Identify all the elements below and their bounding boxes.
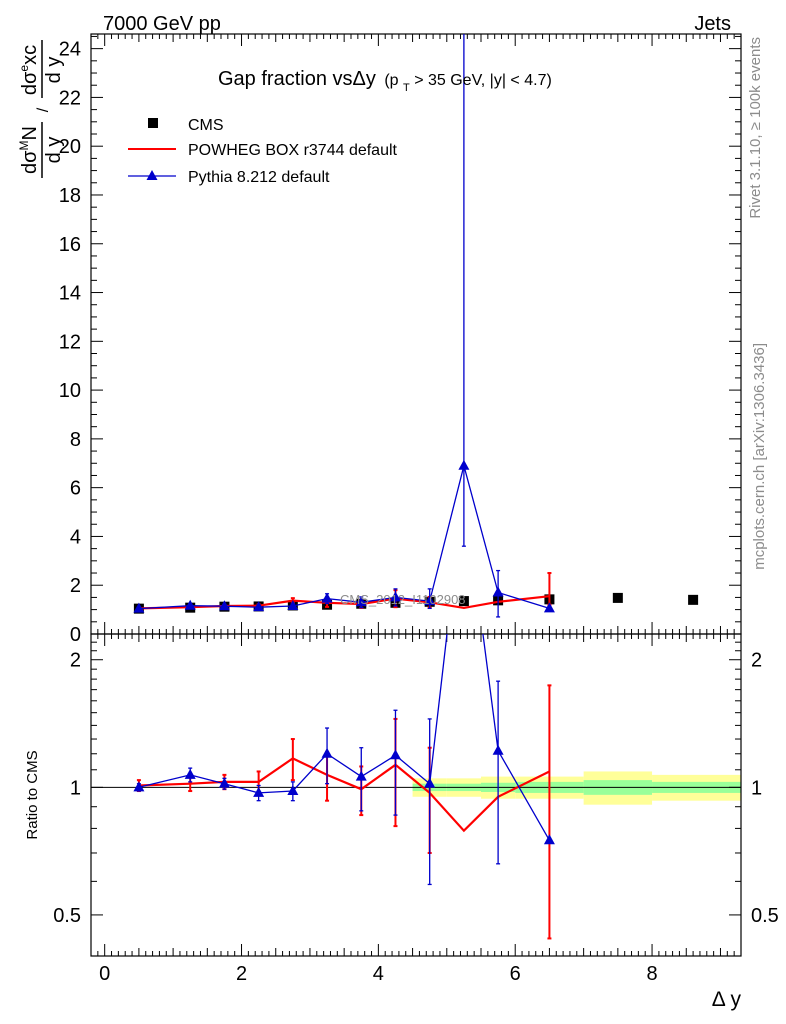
x-tick-label: 4 (373, 963, 384, 985)
y-tick-label-ratio: 2 (70, 650, 81, 672)
pythia-ratio-point (492, 744, 504, 755)
ratio-data-layer (133, 634, 555, 940)
y-tick-label-main: 4 (70, 526, 81, 548)
pythia-ratio-point (543, 834, 555, 845)
ylabel2-num: dσexc (17, 45, 41, 95)
main-y-axis-label: dσMN d y / dσexc d y (17, 40, 65, 178)
rivet-version-label: Rivet 3.1.10, ≥ 100k events (747, 37, 764, 219)
ratio-plot-frame (90, 633, 742, 957)
y-tick-label-main: 14 (59, 283, 81, 305)
pythia-ratio-point (218, 777, 230, 788)
energy-label: 7000 GeV pp (103, 13, 221, 35)
x-tick-label: 2 (236, 963, 247, 985)
legend: CMS POWHEG BOX r3744 default Pythia 8.21… (128, 117, 398, 186)
x-tick-label: 8 (646, 963, 657, 985)
y-tick-label-main: 20 (59, 136, 81, 158)
pythia-data-point (424, 595, 436, 606)
pythia-ratio-point (355, 770, 367, 781)
y-tick-label-main: 16 (59, 234, 81, 256)
title-cut-sub: T (403, 82, 410, 94)
pythia-ratio-point (424, 777, 436, 788)
pythia-data-point (389, 591, 401, 602)
legend-cms-label: CMS (188, 117, 224, 134)
y-tick-label-ratio-right: 1 (751, 777, 762, 799)
pythia-data-point (253, 601, 265, 612)
legend-pythia-marker (146, 170, 158, 180)
cms-data-point (612, 592, 623, 603)
pythia-data-point (287, 599, 299, 610)
x-axis-label: Δ y (712, 988, 742, 1011)
pythia-data-point (133, 602, 145, 613)
title-cut-rest: > 35 GeV, |y| < 4.7) (414, 72, 552, 89)
y-tick-label-ratio-right: 0.5 (751, 905, 779, 927)
ylabel-slash: / (35, 107, 52, 112)
cms-uncertainty-band (412, 771, 741, 805)
ylabel-num: dσMN (17, 126, 41, 174)
title-main: Gap fraction vsΔy (218, 68, 376, 90)
mcplots-label: mcplots.cern.ch [arXiv:1306.3436] (751, 343, 768, 570)
y-tick-label-ratio: 1 (70, 777, 81, 799)
pythia-ratio-point (184, 768, 196, 779)
x-tick-label: 0 (99, 963, 110, 985)
pythia-data-point (543, 602, 555, 613)
y-tick-label-main: 10 (59, 380, 81, 402)
category-label: Jets (694, 13, 731, 35)
y-tick-label-main: 8 (70, 429, 81, 451)
y-tick-label-ratio: 0.5 (53, 905, 81, 927)
y-tick-label-main: 0 (70, 624, 81, 646)
pythia-ratio-point (389, 749, 401, 760)
ylabel2-den: d y (43, 57, 65, 84)
pythia-ratio-line (138, 634, 550, 841)
pythia-data-point (492, 586, 504, 597)
plot-title: Gap fraction vsΔy (p T > 35 GeV, |y| < 4… (218, 68, 552, 95)
pythia-data-point (458, 459, 470, 470)
pythia-line (138, 463, 550, 610)
y-tick-label-main: 12 (59, 331, 81, 353)
legend-pythia-label: Pythia 8.212 default (188, 169, 330, 186)
y-tick-label-main: 22 (59, 87, 81, 109)
pythia-ratio-point (133, 781, 145, 792)
pythia-data-point (184, 599, 196, 610)
pythia-data-point (355, 596, 367, 607)
legend-cms-marker (148, 118, 158, 128)
legend-powheg-label: POWHEG BOX r3744 default (188, 142, 398, 159)
main-data-layer (133, 34, 699, 618)
cms-data-point (688, 594, 699, 605)
y-tick-label-ratio-right: 2 (751, 650, 762, 672)
x-tick-label: 6 (510, 963, 521, 985)
title-cut: (p (384, 72, 398, 89)
analysis-watermark: CMS_2012_I1102908 (340, 592, 466, 607)
y-tick-label-main: 24 (59, 39, 81, 61)
y-tick-label-main: 2 (70, 575, 81, 597)
axis-ticks (90, 34, 742, 957)
pythia-ratio-point (321, 747, 333, 758)
pythia-data-point (321, 592, 333, 603)
pythia-ratio-point (287, 785, 299, 796)
y-tick-label-main: 18 (59, 185, 81, 207)
ylabel-den: d y (43, 137, 65, 164)
pythia-ratio-point (253, 786, 265, 797)
cms-data-point (458, 596, 469, 607)
pythia-data-point (218, 600, 230, 611)
ratio-y-axis-label: Ratio to CMS (24, 750, 41, 839)
y-tick-label-main: 6 (70, 478, 81, 500)
